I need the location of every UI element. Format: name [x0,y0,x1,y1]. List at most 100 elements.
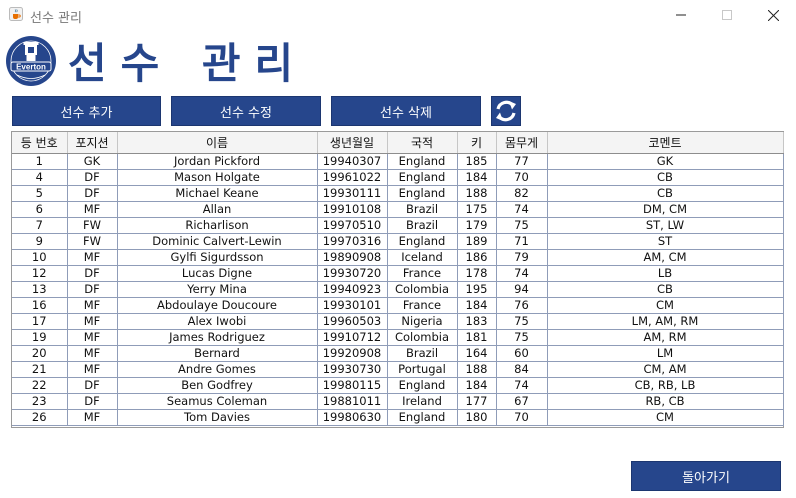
cell-position[interactable]: MF [67,361,118,378]
cell-birthdate[interactable]: 19940923 [317,281,388,298]
cell-nationality[interactable]: England [387,169,458,186]
cell-nationality[interactable]: France [387,265,458,282]
cell-comment[interactable]: CM, AM [547,361,784,378]
cell-weight[interactable]: 67 [496,393,548,410]
table-row[interactable]: 26 MF Tom Davies 19980630 England 180 70 CM [12,409,784,426]
cell-comment[interactable]: ST, LW [547,217,784,234]
cell-position[interactable]: MF [67,201,118,218]
cell-name[interactable]: Richarlison [117,217,318,234]
edit-player-button[interactable]: 선수 수정 [171,96,321,126]
column-header-comment[interactable]: 코멘트 [547,132,784,154]
cell-number[interactable]: 20 [12,345,68,362]
cell-position[interactable]: MF [67,409,118,426]
cell-height[interactable]: 188 [457,185,497,202]
cell-weight[interactable]: 71 [496,233,548,250]
table-row[interactable]: 17 MF Alex Iwobi 19960503 Nigeria 183 75 LM, AM… [12,313,784,330]
cell-comment[interactable]: CB [547,185,784,202]
cell-number[interactable]: 16 [12,297,68,314]
maximize-button[interactable] [704,0,750,30]
cell-number[interactable]: 10 [12,249,68,266]
table-row[interactable]: 16 MF Abdoulaye Doucoure 19930101 France 184 7… [12,297,784,314]
cell-name[interactable]: Seamus Coleman [117,393,318,410]
cell-height[interactable]: 183 [457,313,497,330]
cell-nationality[interactable]: Ireland [387,393,458,410]
cell-name[interactable]: Lucas Digne [117,265,318,282]
cell-comment[interactable]: CM [547,297,784,314]
column-header-birthdate[interactable]: 생년월일 [317,132,388,154]
cell-height[interactable]: 189 [457,233,497,250]
cell-weight[interactable]: 82 [496,185,548,202]
cell-weight[interactable]: 77 [496,153,548,170]
cell-nationality[interactable]: Nigeria [387,313,458,330]
cell-height[interactable]: 184 [457,169,497,186]
cell-birthdate[interactable]: 19940307 [317,153,388,170]
cell-weight[interactable]: 84 [496,361,548,378]
cell-nationality[interactable]: England [387,153,458,170]
cell-position[interactable]: DF [67,265,118,282]
cell-number[interactable]: 26 [12,409,68,426]
cell-name[interactable]: Dominic Calvert-Lewin [117,233,318,250]
table-row[interactable]: 7 FW Richarlison 19970510 Brazil 179 75 ST, LW [12,217,784,234]
refresh-button[interactable] [491,96,521,126]
cell-name[interactable]: Tom Davies [117,409,318,426]
cell-height[interactable]: 180 [457,409,497,426]
cell-weight[interactable]: 60 [496,345,548,362]
cell-birthdate[interactable]: 19960503 [317,313,388,330]
cell-name[interactable]: Bernard [117,345,318,362]
cell-position[interactable]: MF [67,313,118,330]
cell-nationality[interactable]: Brazil [387,345,458,362]
cell-name[interactable]: Allan [117,201,318,218]
cell-name[interactable]: Alex Iwobi [117,313,318,330]
cell-comment[interactable]: CM [547,409,784,426]
back-button[interactable]: 돌아가기 [631,461,781,491]
cell-weight[interactable]: 76 [496,297,548,314]
cell-birthdate[interactable]: 19920908 [317,345,388,362]
minimize-button[interactable] [658,0,704,30]
column-header-weight[interactable]: 몸무게 [496,132,548,154]
cell-height[interactable]: 179 [457,217,497,234]
cell-weight[interactable]: 75 [496,329,548,346]
cell-weight[interactable]: 75 [496,217,548,234]
cell-height[interactable]: 184 [457,297,497,314]
cell-position[interactable]: MF [67,249,118,266]
cell-comment[interactable]: LM, AM, RM [547,313,784,330]
cell-number[interactable]: 12 [12,265,68,282]
table-row[interactable]: 22 DF Ben Godfrey 19980115 England 184 74 CB, R… [12,377,784,394]
cell-birthdate[interactable]: 19890908 [317,249,388,266]
cell-number[interactable]: 1 [12,153,68,170]
cell-height[interactable]: 185 [457,153,497,170]
cell-position[interactable]: DF [67,281,118,298]
cell-position[interactable]: DF [67,393,118,410]
cell-comment[interactable]: LB [547,265,784,282]
table-row[interactable]: 19 MF James Rodriguez 19910712 Colombia 181 75… [12,329,784,346]
table-row[interactable]: 13 DF Yerry Mina 19940923 Colombia 195 94 CB [12,281,784,298]
cell-height[interactable]: 188 [457,361,497,378]
cell-name[interactable]: James Rodriguez [117,329,318,346]
cell-nationality[interactable]: England [387,377,458,394]
table-row[interactable]: 20 MF Bernard 19920908 Brazil 164 60 LM [12,345,784,362]
player-table-panel[interactable]: 등 번호 포지션 이름 생년월일 국적 키 몸무게 코멘트 1 GK Jordan Pickfor… [11,131,784,428]
cell-height[interactable]: 186 [457,249,497,266]
cell-nationality[interactable]: Brazil [387,217,458,234]
cell-number[interactable]: 4 [12,169,68,186]
column-header-position[interactable]: 포지션 [67,132,118,154]
cell-height[interactable]: 164 [457,345,497,362]
cell-position[interactable]: FW [67,217,118,234]
cell-number[interactable]: 6 [12,201,68,218]
cell-height[interactable]: 195 [457,281,497,298]
cell-birthdate[interactable]: 19910108 [317,201,388,218]
cell-name[interactable]: Andre Gomes [117,361,318,378]
cell-height[interactable]: 178 [457,265,497,282]
cell-weight[interactable]: 74 [496,265,548,282]
cell-birthdate[interactable]: 19910712 [317,329,388,346]
cell-weight[interactable]: 70 [496,409,548,426]
cell-number[interactable]: 7 [12,217,68,234]
column-header-nationality[interactable]: 국적 [387,132,458,154]
cell-position[interactable]: MF [67,297,118,314]
cell-comment[interactable]: LM [547,345,784,362]
cell-position[interactable]: DF [67,185,118,202]
cell-comment[interactable]: CB [547,281,784,298]
cell-weight[interactable]: 74 [496,201,548,218]
cell-birthdate[interactable]: 19980115 [317,377,388,394]
cell-name[interactable]: Mason Holgate [117,169,318,186]
